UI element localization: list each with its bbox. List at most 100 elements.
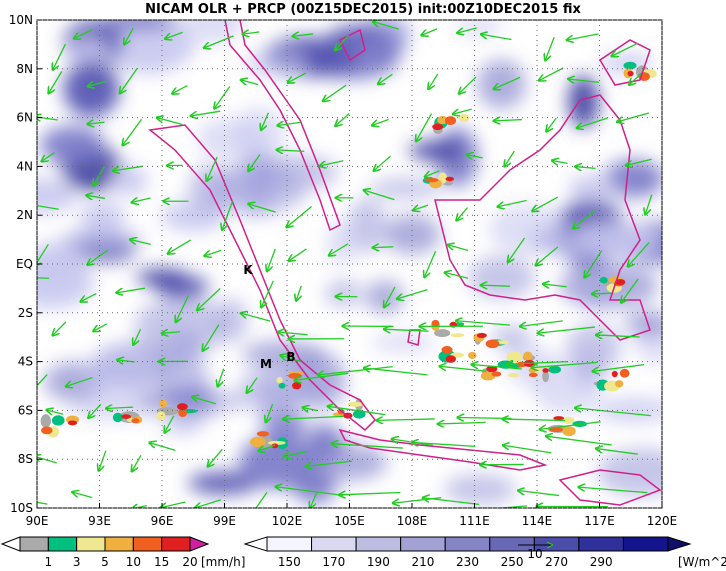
cloud [103, 20, 177, 31]
wind-arrow [577, 117, 608, 128]
rain-cell [352, 409, 366, 419]
vector-reference: 10 [527, 547, 542, 561]
lon-label: 105E [334, 514, 365, 528]
colorbar-end [667, 536, 692, 552]
cloud [326, 222, 357, 266]
rain-cell [40, 414, 51, 428]
rain-cell [562, 416, 575, 424]
wind-arrow [276, 487, 344, 497]
rain-cell [434, 329, 451, 338]
wind-arrow [162, 332, 181, 334]
lat-label: EQ [16, 257, 33, 271]
wind-arrow [197, 288, 221, 311]
cloud [569, 221, 661, 258]
wind-arrow [568, 79, 600, 82]
cloud [568, 174, 616, 202]
cloud [593, 396, 662, 423]
colorbar-label: 15 [154, 555, 169, 569]
wind-arrow [377, 419, 435, 420]
station-marker: K [243, 263, 253, 277]
wind-arrow [247, 377, 258, 393]
wind-arrow [645, 194, 653, 215]
wind-arrow [364, 368, 428, 376]
wind-arrow [66, 376, 93, 387]
rain-cell [523, 351, 533, 361]
map-area [37, 20, 662, 508]
wind-arrow [94, 323, 108, 331]
wind-arrow [176, 295, 190, 322]
wind-arrow [306, 460, 353, 466]
wind-arrow [165, 415, 175, 433]
cloud [134, 297, 227, 356]
wind-arrow [318, 366, 393, 375]
colorbar-segment [355, 536, 402, 552]
cloud [566, 323, 622, 373]
cloud [37, 242, 86, 283]
wind-arrow [505, 150, 515, 166]
wind-arrow [87, 195, 105, 198]
wind-arrow [503, 445, 552, 454]
colorbar-end [243, 536, 268, 552]
wind-arrow [416, 113, 433, 142]
wind-arrow [596, 335, 640, 337]
lon-label: 108E [397, 514, 428, 528]
wind-arrow [628, 242, 650, 266]
lon-label: 117E [584, 514, 615, 528]
lon-label: 96E [151, 514, 174, 528]
wind-arrow [456, 505, 528, 508]
wind-arrow [575, 408, 651, 417]
cloud [568, 75, 599, 129]
wind-arrow [378, 73, 393, 84]
wind-arrow [99, 450, 107, 471]
cloud [79, 201, 126, 235]
wind-arrow [133, 328, 142, 344]
wind-arrow [503, 419, 566, 420]
rain-cell [278, 382, 286, 389]
cloud [241, 50, 308, 78]
rain-cell [623, 61, 637, 70]
wind-arrow [249, 204, 276, 213]
wind-arrow [165, 31, 183, 38]
colorbar-label: 1 [45, 555, 53, 569]
wind-arrow [293, 34, 314, 36]
wind-arrow [339, 492, 401, 494]
cloud [324, 280, 363, 308]
rain-cell [424, 177, 439, 183]
wind-arrow [364, 190, 395, 201]
wind-arrow [203, 324, 220, 351]
wind-arrow [384, 329, 429, 331]
cloud [37, 177, 77, 214]
wind-arrow [150, 443, 176, 452]
wind-arrow [532, 196, 559, 211]
wind-arrow [303, 408, 318, 411]
colorbar-segment [76, 536, 106, 552]
wind-arrow [207, 156, 218, 181]
wind-arrow [457, 207, 469, 221]
wind-arrow [546, 436, 612, 446]
wind-arrow [192, 397, 216, 405]
wind-arrow [278, 332, 308, 335]
wind-arrow [81, 293, 97, 302]
wind-arrow [617, 112, 650, 122]
wind-arrow [425, 250, 437, 277]
wind-arrow [445, 273, 469, 279]
rain-cell [441, 346, 453, 354]
wind-arrow [47, 410, 64, 414]
wind-arrow [255, 492, 268, 508]
colorbar-segment [19, 536, 49, 552]
colorbar-end [189, 536, 210, 552]
colorbar-label: 150 [278, 555, 301, 569]
wind-arrow [494, 120, 523, 121]
cloud [40, 125, 105, 166]
wind-arrow [373, 247, 394, 248]
rain-cell [121, 414, 132, 419]
wind-arrow [539, 67, 564, 80]
station-marker: M [260, 357, 272, 371]
lon-label: 111E [459, 514, 490, 528]
rain-cell [542, 368, 549, 373]
wind-arrow [397, 289, 428, 299]
wind-arrow [545, 36, 555, 60]
wind-arrow [384, 286, 396, 307]
colorbar-label: 210 [411, 555, 434, 569]
